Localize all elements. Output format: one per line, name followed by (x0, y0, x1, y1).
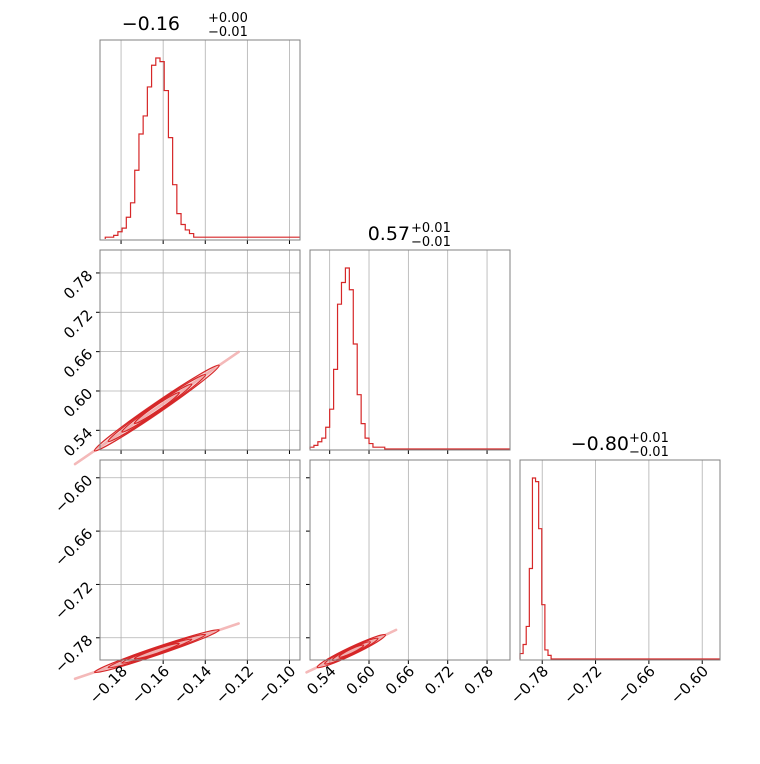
x-tick-label-param-3: −0.66 (614, 662, 659, 707)
title-param-2-upper: +0.01 (411, 221, 451, 236)
y-tick-label-param-2: 0.60 (60, 385, 96, 421)
panel-r0-c0 (99, 39, 301, 244)
panel-frame (99, 39, 301, 241)
title-param-2-value: 0.57 (368, 223, 410, 245)
title-param-2: 0.57 +0.01 −0.01 (368, 221, 451, 250)
density-tail (305, 628, 398, 674)
x-tick-label-param-3: −0.72 (560, 662, 605, 707)
y-tick-label-param-3: −0.60 (51, 471, 96, 516)
title-param-1: −0.16 +0.00 −0.01 (122, 11, 248, 40)
x-tick-label-param-2: 0.66 (382, 662, 418, 698)
x-tick-label-param-1: −0.14 (170, 662, 215, 707)
density-fill (319, 635, 384, 667)
contour-level-2 (324, 637, 379, 665)
title-param-3: −0.80 +0.01 −0.01 (571, 431, 669, 460)
histogram-param-1 (104, 57, 300, 239)
panel-frame (309, 249, 511, 451)
y-tick-label-param-2: 0.72 (60, 306, 96, 342)
panel-frame (309, 459, 511, 661)
contour-level-2 (107, 373, 207, 443)
contour-level-2 (107, 633, 207, 669)
x-tick-label-param-3: −0.60 (667, 662, 712, 707)
panel-r1-c0 (73, 249, 301, 466)
contour-level-3 (121, 383, 193, 433)
contour-level-3 (121, 638, 193, 664)
density-fill (98, 367, 216, 449)
y-tick-label-param-3: −0.78 (51, 631, 96, 676)
title-param-3-value: −0.80 (571, 433, 629, 455)
panel-r1-c1 (309, 249, 511, 454)
panel-r2-c2 (519, 459, 721, 664)
histogram-param-2 (309, 267, 510, 450)
density-fill (98, 630, 216, 672)
density-tail (73, 622, 240, 681)
x-tick-label-param-3: −0.78 (507, 662, 552, 707)
density-tail (73, 350, 240, 466)
panel-frame (99, 249, 301, 451)
contour-level-1 (93, 629, 220, 674)
title-param-1-lower: −0.01 (208, 25, 248, 40)
x-tick-label-param-1: −0.10 (254, 662, 299, 707)
contour-level-1 (93, 364, 220, 452)
panel-frame (99, 459, 301, 661)
title-param-1-value: −0.16 (122, 13, 180, 35)
x-tick-label-param-1: −0.12 (212, 662, 257, 707)
x-tick-label-param-2: 0.72 (421, 662, 457, 698)
contour-level-4 (133, 391, 180, 425)
x-tick-label-param-1: −0.16 (128, 662, 173, 707)
title-param-3-upper: +0.01 (629, 431, 669, 446)
x-tick-label-param-2: 0.54 (303, 662, 339, 698)
y-tick-label-param-2: 0.78 (60, 267, 96, 303)
title-param-3-lower: −0.01 (629, 445, 669, 460)
x-tick-label-param-2: 0.78 (461, 662, 497, 698)
contour-level-4 (133, 642, 180, 660)
y-tick-label-param-2: 0.54 (60, 424, 96, 460)
y-tick-label-param-2: 0.66 (60, 345, 96, 381)
y-tick-label-param-3: −0.72 (51, 578, 96, 623)
histogram-param-3 (519, 477, 720, 660)
x-tick-label-param-2: 0.60 (343, 662, 379, 698)
panel-r2-c0 (73, 459, 301, 681)
contour-level-4 (338, 644, 365, 658)
y-tick-label-param-3: −0.66 (51, 525, 96, 570)
contour-level-1 (316, 633, 387, 669)
panel-frame (519, 459, 721, 661)
title-param-1-upper: +0.00 (208, 11, 248, 26)
title-param-2-lower: −0.01 (411, 235, 451, 250)
panel-r2-c1 (305, 459, 511, 674)
